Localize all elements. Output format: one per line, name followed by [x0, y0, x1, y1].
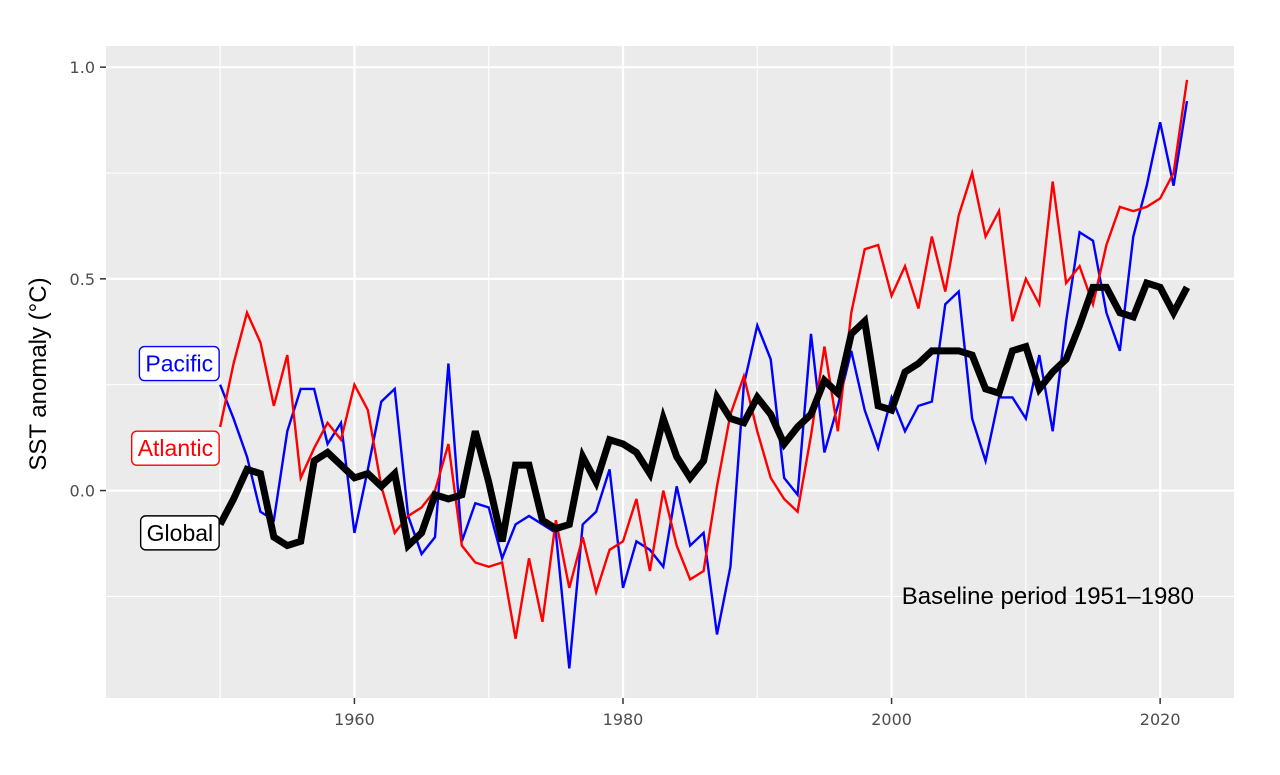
label-text: Pacific — [145, 351, 213, 377]
direct-label-global: Global — [139, 515, 220, 551]
series-line-global — [217, 278, 1191, 553]
direct-label-pacific: Pacific — [138, 345, 220, 382]
series-line-pacific — [219, 100, 1189, 669]
axes: 1960 1980 2000 2020 0.0 0.5 1.0 — [70, 58, 1181, 729]
x-tick-label: 1960 — [334, 710, 375, 729]
y-tick-label: 1.0 — [70, 58, 95, 77]
series-lines — [217, 79, 1191, 669]
plot-panel — [106, 46, 1234, 698]
label-text: Global — [147, 520, 213, 546]
y-tick-label: 0.0 — [70, 482, 95, 501]
y-tick-label: 0.5 — [70, 270, 95, 289]
series-direct-labels: Pacific Atlantic Global — [131, 345, 220, 551]
x-tick-label: 2000 — [871, 710, 912, 729]
label-box — [139, 515, 220, 551]
label-box — [131, 430, 220, 466]
label-box — [138, 345, 220, 382]
label-text: Atlantic — [138, 435, 213, 461]
y-axis-label: SST anomaly (°C) — [25, 277, 52, 470]
major-gridlines — [106, 46, 1234, 698]
x-tick-label: 2020 — [1140, 710, 1181, 729]
x-tick-label: 1980 — [603, 710, 644, 729]
direct-label-atlantic: Atlantic — [131, 430, 220, 466]
baseline-annotation: Baseline period 1951–1980 — [902, 583, 1194, 610]
